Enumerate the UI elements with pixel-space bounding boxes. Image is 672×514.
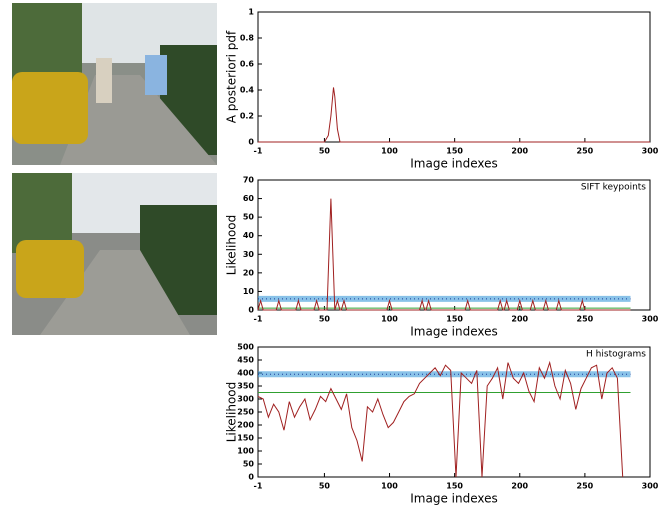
y-tick-label: 60 bbox=[243, 194, 255, 203]
x-tick-label: 250 bbox=[577, 315, 594, 324]
x-tick-label: 300 bbox=[642, 147, 659, 156]
x-tick-label: 50 bbox=[319, 482, 331, 491]
x-tick-label: 200 bbox=[511, 482, 528, 491]
y-tick-label: 0 bbox=[248, 138, 254, 147]
y-tick-label: 40 bbox=[243, 231, 255, 240]
plot-frame bbox=[257, 11, 651, 143]
y-tick-label: 200 bbox=[237, 421, 254, 430]
photo-top bbox=[12, 3, 217, 165]
y-axis-label: A posteriori pdf bbox=[225, 30, 239, 123]
y-tick-label: 0.8 bbox=[240, 34, 255, 43]
y-tick-label: 0 bbox=[248, 473, 254, 482]
x-tick-label: 100 bbox=[381, 315, 398, 324]
y-axis-label: Likelihood bbox=[225, 382, 239, 443]
x-tick-label: -1 bbox=[254, 482, 263, 491]
photo-bottom bbox=[12, 173, 217, 335]
x-tick-label: 50 bbox=[319, 315, 331, 324]
series-line bbox=[257, 198, 631, 311]
x-tick-label: 250 bbox=[577, 482, 594, 491]
y-tick-label: 50 bbox=[243, 213, 255, 222]
x-tick-label: 200 bbox=[511, 315, 528, 324]
y-tick-label: 10 bbox=[243, 287, 255, 296]
y-tick-label: 400 bbox=[237, 369, 254, 378]
y-tick-label: 350 bbox=[237, 382, 254, 391]
chart-title: SIFT keypoints bbox=[581, 183, 646, 193]
x-tick-label: 250 bbox=[577, 147, 594, 156]
y-tick-label: 150 bbox=[237, 434, 254, 443]
y-tick-label: 0.6 bbox=[240, 60, 255, 69]
y-tick-label: 300 bbox=[237, 395, 254, 404]
x-tick-label: 100 bbox=[381, 147, 398, 156]
series-line bbox=[258, 87, 650, 143]
x-tick-label: 200 bbox=[511, 147, 528, 156]
y-tick-label: 0 bbox=[248, 306, 254, 315]
y-tick-label: 0.4 bbox=[240, 86, 255, 95]
y-tick-label: 70 bbox=[243, 176, 255, 185]
chart-title: H histograms bbox=[586, 350, 646, 360]
y-tick-label: 1 bbox=[248, 8, 254, 17]
x-tick-label: 150 bbox=[446, 147, 463, 156]
plot-frame bbox=[257, 179, 651, 311]
x-axis-label: Image indexes bbox=[410, 492, 498, 506]
y-tick-label: 50 bbox=[243, 460, 255, 469]
y-tick-label: 100 bbox=[237, 447, 254, 456]
x-axis-label: Image indexes bbox=[410, 157, 498, 171]
x-tick-label: 150 bbox=[446, 482, 463, 491]
series-line bbox=[257, 360, 624, 478]
x-tick-label: 150 bbox=[446, 315, 463, 324]
x-axis-label: Image indexes bbox=[410, 325, 498, 339]
y-axis-label: Likelihood bbox=[225, 215, 239, 276]
y-tick-label: 20 bbox=[243, 268, 255, 277]
x-tick-label: -1 bbox=[254, 315, 263, 324]
x-tick-label: 50 bbox=[319, 147, 331, 156]
y-tick-label: 500 bbox=[237, 343, 254, 352]
x-tick-label: 300 bbox=[642, 315, 659, 324]
plot-frame bbox=[257, 346, 651, 478]
y-tick-label: 250 bbox=[237, 408, 254, 417]
x-tick-label: -1 bbox=[254, 147, 263, 156]
y-tick-label: 30 bbox=[243, 250, 255, 259]
x-tick-label: 100 bbox=[381, 482, 398, 491]
x-tick-label: 300 bbox=[642, 482, 659, 491]
y-tick-label: 0.2 bbox=[240, 112, 254, 121]
y-tick-label: 450 bbox=[237, 356, 254, 365]
